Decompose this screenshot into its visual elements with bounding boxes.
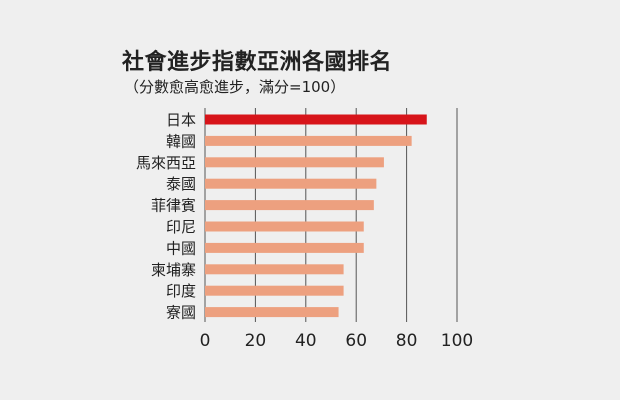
bar [205, 285, 344, 296]
bar [205, 242, 364, 253]
bar [205, 264, 344, 275]
category-label: 日本 [166, 111, 196, 129]
category-label: 印尼 [166, 218, 196, 236]
bar [205, 135, 412, 146]
category-label: 印度 [166, 282, 196, 300]
bar [205, 178, 377, 189]
category-label: 泰國 [166, 175, 196, 193]
category-label: 柬埔寨 [151, 261, 196, 279]
category-label: 中國 [166, 239, 196, 257]
bar [205, 307, 339, 318]
category-label: 菲律賓 [151, 197, 196, 215]
chart-title: 社會進步指數亞洲各國排名 [122, 50, 393, 75]
x-tick-label: 80 [396, 331, 418, 351]
category-label: 韓國 [166, 132, 196, 150]
category-label: 馬來西亞 [136, 154, 196, 172]
bar [205, 221, 364, 232]
bar [205, 114, 427, 125]
x-tick-label: 40 [295, 331, 317, 351]
bar [205, 200, 374, 211]
bar [205, 157, 384, 168]
category-label: 寮國 [166, 304, 196, 322]
chart-subtitle: （分數愈高愈進步，滿分=100） [124, 78, 346, 96]
x-tick-label: 20 [245, 331, 267, 351]
x-tick-label: 100 [441, 331, 473, 351]
x-tick-label: 60 [345, 331, 367, 351]
x-tick-label: 0 [200, 331, 211, 351]
